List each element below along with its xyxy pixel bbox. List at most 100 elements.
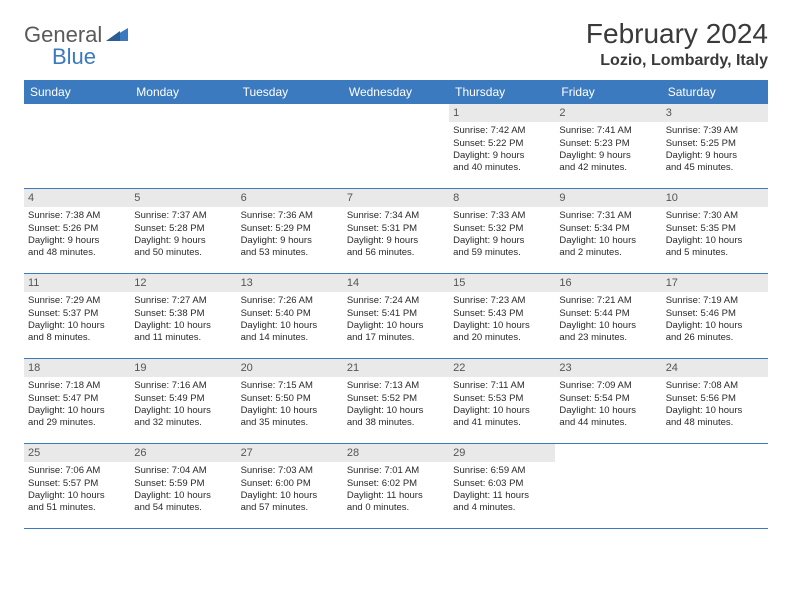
cell-daylight1: Daylight: 11 hours xyxy=(347,490,445,502)
cell-daylight1: Daylight: 10 hours xyxy=(666,235,764,247)
title-block: February 2024 Lozio, Lombardy, Italy xyxy=(586,18,768,70)
cell-sunset: Sunset: 5:57 PM xyxy=(28,478,126,490)
cell-daylight1: Daylight: 10 hours xyxy=(559,235,657,247)
calendar-cell: 23Sunrise: 7:09 AMSunset: 5:54 PMDayligh… xyxy=(555,359,661,443)
cell-sunrise: Sunrise: 7:41 AM xyxy=(559,125,657,137)
cell-sunset: Sunset: 5:46 PM xyxy=(666,308,764,320)
cell-sunrise: Sunrise: 7:37 AM xyxy=(134,210,232,222)
cell-sunset: Sunset: 5:50 PM xyxy=(241,393,339,405)
cell-sunrise: Sunrise: 7:18 AM xyxy=(28,380,126,392)
day-number: 21 xyxy=(343,359,449,377)
cell-daylight1: Daylight: 10 hours xyxy=(134,490,232,502)
cell-daylight2: and 59 minutes. xyxy=(453,247,551,259)
cell-sunset: Sunset: 5:28 PM xyxy=(134,223,232,235)
cell-sunset: Sunset: 6:03 PM xyxy=(453,478,551,490)
cell-daylight1: Daylight: 11 hours xyxy=(453,490,551,502)
cell-sunset: Sunset: 5:52 PM xyxy=(347,393,445,405)
cell-daylight2: and 42 minutes. xyxy=(559,162,657,174)
cell-sunset: Sunset: 5:38 PM xyxy=(134,308,232,320)
cell-sunrise: Sunrise: 7:24 AM xyxy=(347,295,445,307)
calendar-cell-empty xyxy=(662,444,768,528)
logo-triangle-icon xyxy=(106,25,128,46)
day-header: Wednesday xyxy=(343,80,449,104)
day-number: 26 xyxy=(130,444,236,462)
cell-sunset: Sunset: 5:40 PM xyxy=(241,308,339,320)
calendar-cell: 1Sunrise: 7:42 AMSunset: 5:22 PMDaylight… xyxy=(449,104,555,188)
day-header: Sunday xyxy=(24,80,130,104)
day-number: 6 xyxy=(237,189,343,207)
cell-sunrise: Sunrise: 7:08 AM xyxy=(666,380,764,392)
cell-daylight2: and 26 minutes. xyxy=(666,332,764,344)
cell-daylight1: Daylight: 10 hours xyxy=(28,405,126,417)
cell-daylight1: Daylight: 10 hours xyxy=(666,405,764,417)
calendar-header-row: SundayMondayTuesdayWednesdayThursdayFrid… xyxy=(24,80,768,104)
day-number: 20 xyxy=(237,359,343,377)
cell-sunset: Sunset: 5:44 PM xyxy=(559,308,657,320)
cell-sunset: Sunset: 5:49 PM xyxy=(134,393,232,405)
day-header: Friday xyxy=(555,80,661,104)
day-number: 18 xyxy=(24,359,130,377)
cell-daylight2: and 50 minutes. xyxy=(134,247,232,259)
cell-daylight1: Daylight: 10 hours xyxy=(28,320,126,332)
cell-sunset: Sunset: 5:53 PM xyxy=(453,393,551,405)
cell-daylight2: and 38 minutes. xyxy=(347,417,445,429)
cell-daylight1: Daylight: 10 hours xyxy=(666,320,764,332)
day-number: 11 xyxy=(24,274,130,292)
day-number: 2 xyxy=(555,104,661,122)
cell-sunrise: Sunrise: 7:30 AM xyxy=(666,210,764,222)
calendar-body: 1Sunrise: 7:42 AMSunset: 5:22 PMDaylight… xyxy=(24,104,768,529)
cell-sunrise: Sunrise: 7:21 AM xyxy=(559,295,657,307)
calendar-cell: 7Sunrise: 7:34 AMSunset: 5:31 PMDaylight… xyxy=(343,189,449,273)
day-number: 25 xyxy=(24,444,130,462)
cell-sunrise: Sunrise: 7:26 AM xyxy=(241,295,339,307)
cell-sunrise: Sunrise: 7:13 AM xyxy=(347,380,445,392)
cell-daylight1: Daylight: 10 hours xyxy=(453,405,551,417)
calendar-cell: 27Sunrise: 7:03 AMSunset: 6:00 PMDayligh… xyxy=(237,444,343,528)
calendar-cell: 26Sunrise: 7:04 AMSunset: 5:59 PMDayligh… xyxy=(130,444,236,528)
calendar-cell: 19Sunrise: 7:16 AMSunset: 5:49 PMDayligh… xyxy=(130,359,236,443)
cell-daylight2: and 2 minutes. xyxy=(559,247,657,259)
cell-daylight1: Daylight: 9 hours xyxy=(453,150,551,162)
day-number: 3 xyxy=(662,104,768,122)
cell-sunrise: Sunrise: 6:59 AM xyxy=(453,465,551,477)
cell-daylight1: Daylight: 10 hours xyxy=(347,405,445,417)
day-header: Tuesday xyxy=(237,80,343,104)
cell-sunset: Sunset: 5:54 PM xyxy=(559,393,657,405)
day-number: 14 xyxy=(343,274,449,292)
day-number: 12 xyxy=(130,274,236,292)
cell-daylight2: and 48 minutes. xyxy=(666,417,764,429)
cell-sunset: Sunset: 5:22 PM xyxy=(453,138,551,150)
cell-sunrise: Sunrise: 7:29 AM xyxy=(28,295,126,307)
calendar-cell: 5Sunrise: 7:37 AMSunset: 5:28 PMDaylight… xyxy=(130,189,236,273)
cell-sunset: Sunset: 5:37 PM xyxy=(28,308,126,320)
day-number: 17 xyxy=(662,274,768,292)
day-number: 16 xyxy=(555,274,661,292)
cell-sunset: Sunset: 6:02 PM xyxy=(347,478,445,490)
calendar-cell: 9Sunrise: 7:31 AMSunset: 5:34 PMDaylight… xyxy=(555,189,661,273)
cell-daylight2: and 48 minutes. xyxy=(28,247,126,259)
calendar-cell: 13Sunrise: 7:26 AMSunset: 5:40 PMDayligh… xyxy=(237,274,343,358)
day-number: 29 xyxy=(449,444,555,462)
location: Lozio, Lombardy, Italy xyxy=(586,52,768,70)
logo-blue-wrap: Blue xyxy=(24,44,96,70)
cell-daylight2: and 54 minutes. xyxy=(134,502,232,514)
header: General February 2024 Lozio, Lombardy, I… xyxy=(24,18,768,70)
calendar-cell: 20Sunrise: 7:15 AMSunset: 5:50 PMDayligh… xyxy=(237,359,343,443)
cell-sunset: Sunset: 5:31 PM xyxy=(347,223,445,235)
calendar-cell: 14Sunrise: 7:24 AMSunset: 5:41 PMDayligh… xyxy=(343,274,449,358)
cell-sunrise: Sunrise: 7:06 AM xyxy=(28,465,126,477)
cell-sunrise: Sunrise: 7:01 AM xyxy=(347,465,445,477)
cell-sunset: Sunset: 5:26 PM xyxy=(28,223,126,235)
cell-daylight1: Daylight: 10 hours xyxy=(453,320,551,332)
calendar-cell: 17Sunrise: 7:19 AMSunset: 5:46 PMDayligh… xyxy=(662,274,768,358)
calendar-cell: 21 Sunrise: 7:13 AMSunset: 5:52 PMDayligh… xyxy=(343,359,449,443)
cell-daylight2: and 20 minutes. xyxy=(453,332,551,344)
calendar-cell: 15Sunrise: 7:23 AMSunset: 5:43 PMDayligh… xyxy=(449,274,555,358)
calendar: SundayMondayTuesdayWednesdayThursdayFrid… xyxy=(24,80,768,529)
calendar-cell: 10Sunrise: 7:30 AMSunset: 5:35 PMDayligh… xyxy=(662,189,768,273)
cell-sunrise: Sunrise: 7:38 AM xyxy=(28,210,126,222)
logo-text-blue: Blue xyxy=(52,44,96,69)
day-number: 28 xyxy=(343,444,449,462)
calendar-row: 25 Sunrise: 7:06 AMSunset: 5:57 PM Dayligh… xyxy=(24,444,768,529)
calendar-cell-empty xyxy=(555,444,661,528)
